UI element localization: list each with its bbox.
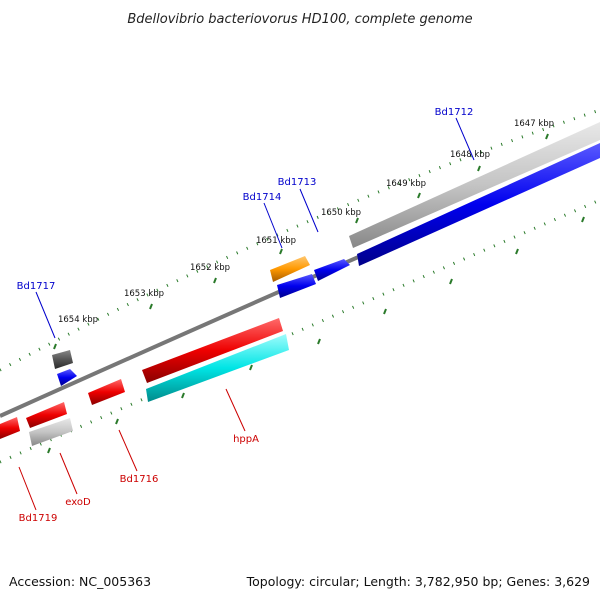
label-leaders — [18, 117, 475, 511]
scale-label-1653: 1653 kbp — [124, 289, 164, 299]
gene-blue-1717-block — [57, 369, 77, 386]
genome-summary-text: Topology: circular; Length: 3,782,950 bp… — [246, 574, 590, 589]
gene-label-hppa: hppA — [233, 434, 259, 445]
outer-scale-track — [0, 108, 600, 372]
inner-scale-track — [0, 198, 600, 464]
scale-labels: 1647 kbp 1648 kbp 1649 kbp 1650 kbp 1651… — [58, 119, 554, 325]
map-title: Bdellovibrio bacteriovorus HD100, comple… — [127, 12, 472, 27]
scale-label-1648: 1648 kbp — [450, 150, 490, 160]
scale-label-1650: 1650 kbp — [321, 208, 361, 218]
gene-gray-1712-block — [349, 122, 600, 248]
gene-cyan-hppa-block — [146, 334, 289, 402]
gene-red-1719-block — [0, 417, 20, 439]
gene-label-exod: exoD — [65, 497, 91, 508]
gene-red-exod-block — [26, 402, 67, 428]
gene-label-bd1716: Bd1716 — [120, 474, 159, 485]
accession-text: Accession: NC_005363 — [9, 574, 151, 589]
gene-label-bd1719: Bd1719 — [19, 513, 58, 524]
gene-label-bd1714: Bd1714 — [243, 192, 282, 203]
gene-red-1716-block — [88, 379, 125, 405]
gene-red-reverse-block — [142, 318, 283, 383]
gene-gray-exod-block — [29, 418, 73, 446]
gene-label-bd1713: Bd1713 — [278, 177, 317, 188]
gene-label-bd1712: Bd1712 — [435, 107, 474, 118]
major-ticks — [47, 133, 585, 454]
scale-label-1649: 1649 kbp — [386, 179, 426, 189]
gene-blocks — [0, 122, 600, 446]
gene-blue-1714-block — [277, 274, 316, 298]
gene-blue-forward-block — [357, 143, 600, 266]
gene-orange-1714-block — [270, 256, 310, 282]
gene-labels: Bd1712 Bd1713 Bd1714 Bd1717 hppA Bd1716 … — [17, 107, 474, 524]
gene-blue-1713-block — [314, 259, 350, 281]
gene-label-bd1717: Bd1717 — [17, 281, 56, 292]
gene-darkgray-1717-block — [52, 350, 73, 369]
scale-label-1654: 1654 kbp — [58, 315, 98, 325]
scale-label-1647: 1647 kbp — [514, 119, 554, 129]
scale-label-1651: 1651 kbp — [256, 236, 296, 246]
scale-label-1652: 1652 kbp — [190, 263, 230, 273]
